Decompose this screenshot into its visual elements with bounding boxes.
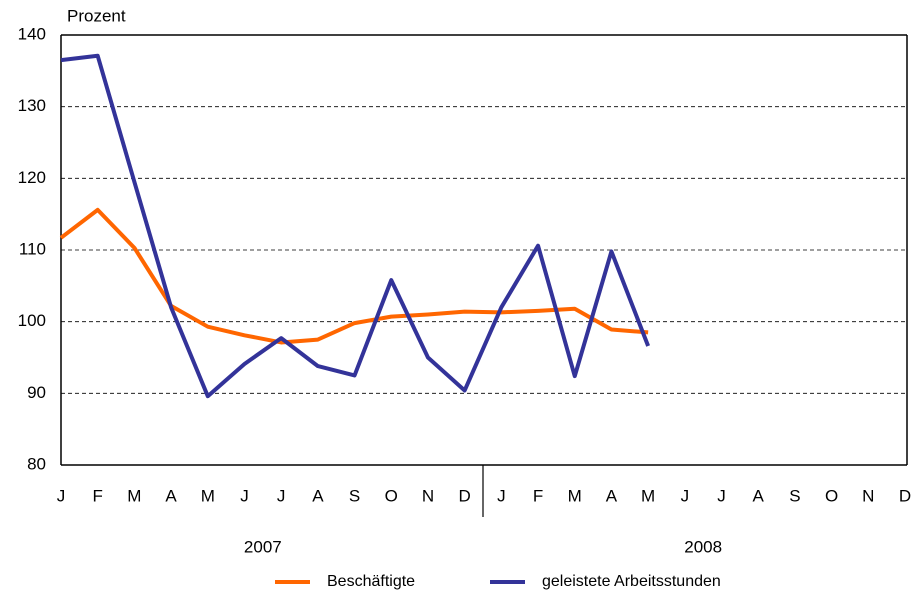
x-tick-label: F — [93, 486, 103, 505]
y-tick-label: 80 — [27, 454, 46, 473]
y-tick-label: 90 — [27, 383, 46, 402]
series-line — [60, 53, 650, 399]
y-tick-label: 130 — [18, 96, 46, 115]
y-tick-label: 100 — [18, 311, 46, 330]
x-tick-label: J — [57, 486, 66, 505]
x-tick-label: A — [165, 486, 177, 505]
x-tick-label: D — [459, 486, 471, 505]
year-label: 2007 — [244, 537, 282, 556]
x-tick-label: S — [349, 486, 360, 505]
x-tick-label: O — [825, 486, 838, 505]
y-tick-label: 110 — [19, 239, 46, 258]
y-axis-label: Prozent — [67, 6, 126, 25]
x-tick-label: A — [753, 486, 765, 505]
series-line — [59, 207, 649, 345]
x-tick-label: J — [681, 486, 690, 505]
x-tick-label: N — [422, 486, 434, 505]
x-tick-label: J — [240, 486, 249, 505]
legend-label: Beschäftigte — [327, 573, 415, 590]
x-tick-label: J — [277, 486, 286, 505]
x-tick-label: M — [568, 486, 582, 505]
x-tick-label: J — [717, 486, 726, 505]
legend-label: geleistete Arbeitsstunden — [542, 573, 721, 590]
x-tick-label: M — [127, 486, 141, 505]
x-tick-label: M — [641, 486, 655, 505]
x-tick-label: A — [312, 486, 324, 505]
y-tick-label: 120 — [18, 168, 46, 187]
x-tick-label: F — [533, 486, 543, 505]
x-tick-label: M — [201, 486, 215, 505]
x-tick-label: A — [606, 486, 618, 505]
x-tick-label: D — [899, 486, 911, 505]
y-tick-label: 140 — [18, 24, 46, 43]
year-label: 2008 — [684, 537, 722, 556]
x-tick-label: O — [385, 486, 398, 505]
x-tick-label: N — [862, 486, 874, 505]
x-tick-label: J — [497, 486, 506, 505]
x-tick-label: S — [789, 486, 800, 505]
